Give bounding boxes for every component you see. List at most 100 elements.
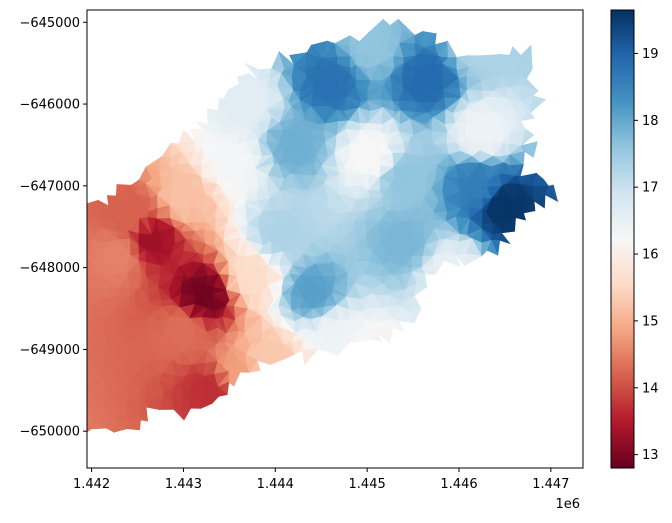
mesh-triangle (6, 283, 18, 301)
mesh-triangle (30, 212, 44, 218)
mesh-triangle (69, 223, 86, 228)
mesh-triangle (4, 267, 17, 276)
mesh-triangle (0, 206, 9, 219)
mesh-triangle (38, 385, 51, 400)
mesh-triangle (0, 219, 9, 230)
mesh-triangle (58, 298, 75, 309)
mesh-triangle (40, 360, 54, 374)
mesh-triangle (69, 319, 83, 334)
colorbar-tick-label: 19 (642, 47, 659, 62)
mesh-triangle (28, 201, 37, 212)
mesh-triangle (19, 404, 28, 419)
mesh-triangle (7, 355, 19, 364)
mesh-triangle (17, 228, 28, 241)
mesh-triangle (0, 255, 5, 267)
mesh-triangle (0, 387, 9, 400)
mesh-triangle (75, 308, 83, 319)
mesh-triangle (69, 365, 86, 373)
y-tick-label: −647000 (19, 179, 80, 194)
mesh-triangle (47, 385, 60, 400)
mesh-triangle (47, 399, 60, 409)
mesh-triangle (25, 284, 38, 296)
mesh-triangle (28, 239, 43, 255)
mesh-triangle (16, 306, 32, 319)
mesh-triangle (0, 306, 9, 320)
mesh-triangle (59, 409, 70, 419)
mesh-triangle (38, 385, 47, 400)
mesh-triangle (36, 363, 48, 376)
mesh-triangle (4, 245, 13, 257)
mesh-triangle (59, 397, 71, 410)
mesh-triangle (392, 318, 405, 332)
mesh-triangle (25, 409, 41, 419)
mesh-triangle (48, 360, 61, 374)
mesh-triangle (0, 365, 9, 372)
mesh-triangle (48, 373, 59, 385)
mesh-triangle (50, 275, 64, 291)
x-tick-label: 1.446 (440, 477, 477, 492)
mesh-triangle (4, 330, 20, 343)
mesh-triangle (29, 329, 42, 344)
mesh-triangle (49, 315, 64, 331)
mesh-triangle (0, 219, 9, 234)
mesh-triangle (32, 372, 38, 385)
mesh-triangle (59, 288, 71, 297)
mesh-triangle (0, 188, 5, 202)
mesh-triangle (36, 246, 54, 256)
mesh-triangle (4, 255, 13, 267)
mesh-triangle (6, 245, 14, 255)
mesh-triangle (38, 296, 54, 305)
mesh-triangle (71, 397, 85, 407)
mesh-triangle (4, 274, 17, 288)
mesh-triangle (9, 301, 17, 312)
mesh-triangle (63, 213, 69, 223)
mesh-triangle (59, 397, 72, 410)
mesh-triangle (51, 213, 64, 221)
mesh-triangle (0, 372, 10, 388)
mesh-triangle (47, 305, 64, 322)
mesh-triangle (63, 228, 72, 243)
mesh-triangle (228, 371, 235, 387)
plot-area: 1.442 1.443 1.444 1.445 1.446 1.447 −645000−6… (0, 9, 584, 512)
mesh-triangle (533, 194, 546, 209)
mesh-triangle (0, 255, 5, 267)
mesh-triangle (27, 218, 42, 233)
mesh-triangle (421, 266, 436, 275)
mesh-triangle (464, 253, 483, 267)
mesh-triangle (16, 218, 29, 228)
mesh-triangle (0, 279, 6, 290)
mesh-triangle (59, 407, 72, 420)
mesh-triangle (69, 251, 82, 261)
mesh-triangle (25, 396, 41, 409)
mesh-triangle (7, 312, 20, 319)
mesh-triangle (38, 284, 51, 296)
mesh-triangle (52, 198, 63, 212)
colorbar-tick-label: 18 (642, 114, 659, 129)
mesh-triangle (9, 306, 21, 319)
mesh-triangle (71, 383, 85, 397)
mesh-triangle (443, 254, 461, 267)
x-axis: 1.442 1.443 1.444 1.445 1.446 1.447 (73, 468, 569, 492)
mesh-triangle (0, 387, 10, 400)
mesh-triangle (9, 386, 18, 399)
mesh-triangle (42, 332, 50, 344)
mesh-triangle (59, 364, 71, 373)
mesh-triangle (54, 298, 60, 308)
mesh-triangle (25, 276, 38, 289)
mesh-triangle (65, 308, 75, 316)
mesh-triangle (0, 297, 9, 312)
mesh-triangle (47, 399, 59, 409)
mesh-triangle (25, 384, 38, 396)
mesh-triangle (37, 200, 52, 212)
colorbar-tick-label: 17 (642, 181, 659, 196)
mesh-triangle (64, 211, 70, 223)
mesh-triangle (18, 395, 25, 404)
mesh-triangle (59, 288, 71, 299)
mesh-triangle (7, 353, 19, 362)
mesh-triangle (0, 312, 9, 320)
mesh-triangle (282, 353, 295, 360)
mesh-triangle (217, 386, 228, 397)
mesh-triangle (509, 46, 522, 56)
mesh-triangle (0, 355, 8, 365)
